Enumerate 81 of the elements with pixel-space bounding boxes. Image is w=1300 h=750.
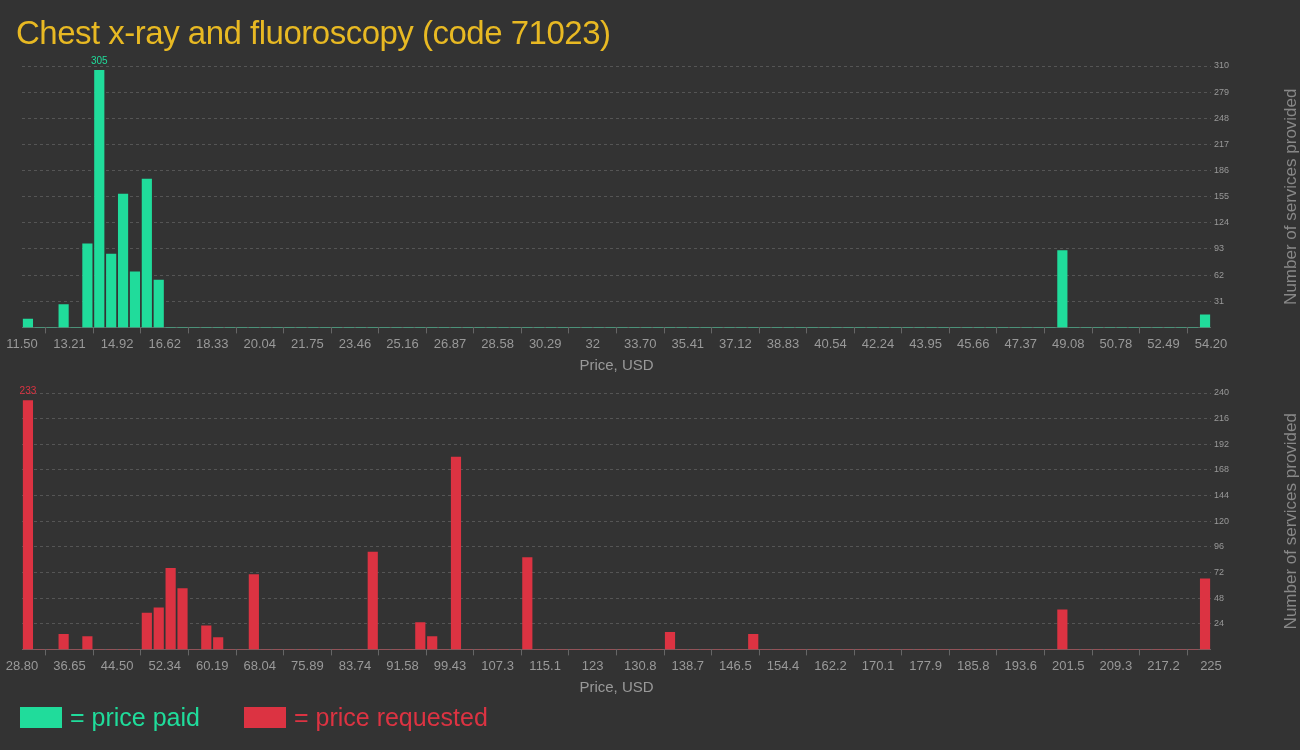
data-label: 233 (19, 385, 37, 397)
y-tick-label: 144 (1213, 490, 1230, 501)
x-tick-label: 138.7 (671, 657, 705, 673)
x-tick-label: 36.65 (53, 657, 86, 673)
y-tick-label: 48 (1213, 592, 1224, 603)
x-tick-label: 83.74 (338, 657, 372, 673)
x-tick-label: 43.95 (909, 335, 942, 351)
x-tick-label: 40.54 (814, 335, 847, 351)
x-tick-label: 23.46 (338, 335, 372, 351)
y-tick-label: 96 (1213, 541, 1224, 552)
legend-label: = price requested (293, 703, 488, 732)
x-tick-label: 16.62 (148, 335, 181, 351)
x-tick-label: 44.50 (100, 657, 134, 673)
y-tick-label: 93 (1213, 243, 1224, 254)
x-tick-label: 225 (1200, 657, 1222, 673)
x-tick-label: 52.49 (1147, 335, 1180, 351)
y-tick-label: 240 (1213, 387, 1230, 398)
y-tick-label: 72 (1213, 566, 1224, 577)
x-axis-title: Price, USD (579, 356, 654, 374)
x-tick-label: 201.5 (1052, 657, 1085, 673)
y-tick-label: 217 (1213, 138, 1230, 149)
y-tick-label: 310 (1213, 60, 1230, 71)
x-tick-label: 185.8 (956, 657, 990, 673)
x-tick-label: 13.21 (53, 335, 86, 351)
x-tick-label: 52.34 (148, 657, 181, 673)
x-tick-label: 37.12 (719, 335, 752, 351)
y-tick-label: 24 (1213, 618, 1224, 629)
x-tick-label: 21.75 (291, 335, 324, 351)
y-tick-label: 279 (1213, 86, 1230, 97)
x-tick-label: 38.83 (766, 335, 800, 351)
y-tick-label: 155 (1213, 191, 1230, 202)
x-tick-label: 193.6 (1004, 657, 1038, 673)
x-tick-label: 75.89 (291, 657, 324, 673)
x-tick-label: 28.80 (5, 657, 39, 673)
x-tick-label: 14.92 (100, 335, 134, 351)
x-tick-label: 130.8 (624, 657, 657, 673)
y-tick-label: 192 (1213, 438, 1230, 449)
x-tick-label: 30.29 (528, 335, 562, 351)
x-tick-label: 177.9 (909, 657, 942, 673)
x-tick-label: 20.04 (243, 335, 277, 351)
x-tick-label: 217.2 (1147, 657, 1180, 673)
x-tick-label: 115.1 (529, 657, 561, 673)
y-tick-label: 216 (1213, 413, 1230, 424)
y-axis-title: Number of services provided (1280, 88, 1300, 305)
x-tick-label: 170.1 (861, 657, 895, 673)
x-tick-label: 99.43 (433, 657, 467, 673)
x-tick-label: 50.78 (1099, 335, 1133, 351)
x-tick-label: 162.2 (814, 657, 847, 673)
y-axis-title: Number of services provided (1280, 413, 1300, 630)
x-tick-label: 18.33 (195, 335, 229, 351)
x-tick-label: 146.5 (719, 657, 752, 673)
data-label: 305 (90, 54, 109, 66)
x-axis-title: Price, USD (579, 678, 654, 696)
y-tick-label: 124 (1213, 217, 1230, 228)
x-tick-label: 91.58 (386, 657, 419, 673)
x-tick-label: 154.4 (766, 657, 800, 673)
y-tick-label: 186 (1213, 165, 1230, 176)
y-tick-label: 31 (1213, 295, 1224, 306)
x-tick-label: 123 (581, 657, 604, 673)
x-tick-label: 33.70 (624, 335, 657, 351)
x-tick-label: 32 (585, 335, 600, 351)
y-tick-label: 168 (1213, 464, 1230, 475)
x-tick-label: 209.3 (1099, 657, 1133, 673)
x-tick-label: 107.3 (481, 657, 514, 673)
x-tick-label: 42.24 (861, 335, 895, 351)
x-tick-label: 54.20 (1194, 335, 1228, 351)
x-tick-label: 11.50 (6, 335, 38, 351)
x-tick-label: 60.19 (195, 657, 229, 673)
x-tick-label: 26.87 (433, 335, 467, 351)
x-tick-label: 35.41 (671, 335, 705, 351)
y-tick-label: 248 (1213, 112, 1230, 123)
x-tick-label: 68.04 (243, 657, 277, 673)
x-tick-label: 45.66 (956, 335, 990, 351)
chart-title: Chest x-ray and fluoroscopy (code 71023) (15, 13, 612, 53)
y-tick-label: 62 (1213, 269, 1224, 280)
legend-label: = price paid (70, 703, 200, 732)
x-tick-label: 49.08 (1052, 335, 1085, 351)
x-tick-label: 47.37 (1004, 335, 1038, 351)
y-tick-label: 120 (1213, 515, 1230, 526)
x-tick-label: 28.58 (481, 335, 514, 351)
x-tick-label: 25.16 (386, 335, 419, 351)
